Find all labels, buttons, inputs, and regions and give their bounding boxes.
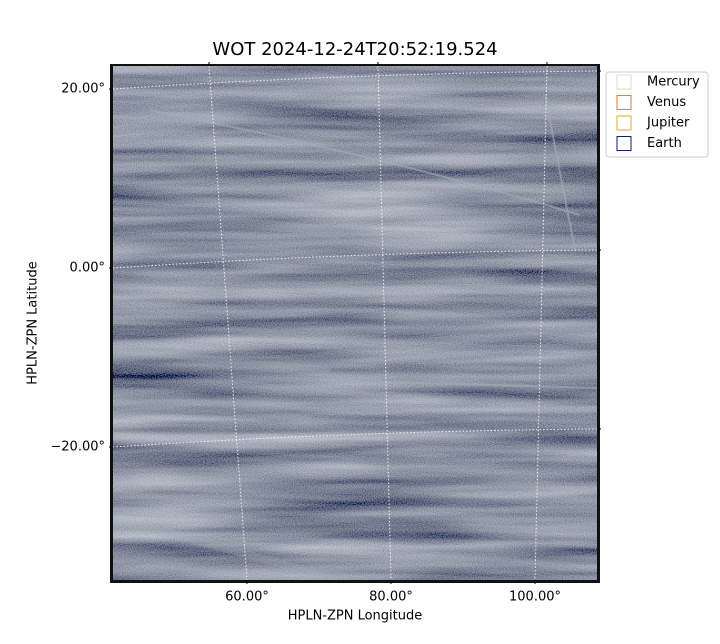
legend-label: Mercury [647, 75, 700, 90]
legend-swatch [616, 136, 632, 151]
x-tick-label: 80.00° [369, 590, 413, 605]
legend-swatch [616, 74, 632, 90]
chart-title: WOT 2024-12-24T20:52:19.524 [212, 39, 497, 60]
y-axis-label: HPLN-ZPN Latitude [26, 261, 41, 384]
legend-swatch [616, 95, 632, 110]
image-noise [113, 66, 597, 580]
legend-label: Jupiter [646, 116, 690, 131]
legend-label: Venus [647, 95, 686, 110]
legend-swatch [616, 115, 632, 131]
streak [113, 218, 342, 240]
x-axis-label: HPLN-ZPN Longitude [288, 609, 423, 624]
streak [319, 379, 597, 389]
x-tick-label: 100.00° [509, 590, 561, 605]
grid-line [534, 66, 548, 580]
streak [113, 516, 322, 579]
streak [113, 347, 331, 373]
x-tick-label: 60.00° [225, 590, 269, 605]
legend [605, 71, 709, 158]
y-tick-label: −20.00° [50, 440, 105, 455]
grid-line [377, 66, 392, 580]
y-tick-label: 0.00° [70, 261, 105, 276]
legend-label: Earth [647, 136, 682, 151]
streak [544, 94, 576, 251]
grid-line [113, 428, 597, 448]
grid-line [113, 249, 597, 269]
y-tick-label: 20.00° [61, 82, 105, 97]
image [110, 64, 600, 583]
streak [149, 109, 581, 216]
streak [113, 404, 311, 424]
grid-line [113, 70, 597, 90]
